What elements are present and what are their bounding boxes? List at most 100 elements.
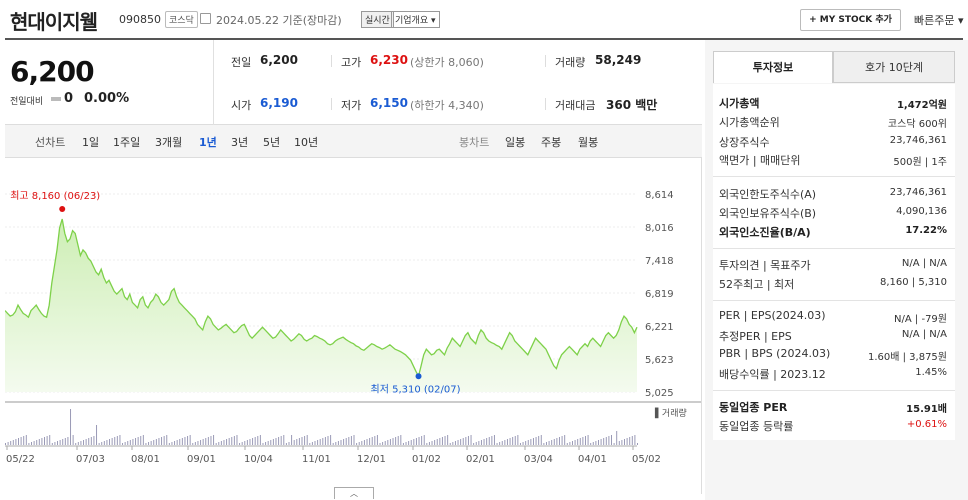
info-label: 투자의견 | 목표주가: [719, 259, 811, 272]
divider: [713, 248, 955, 249]
volume-bar: [358, 442, 360, 445]
info-value: 15.91배: [906, 404, 947, 415]
volume-bar: [127, 441, 129, 445]
volume-bar: [301, 437, 303, 445]
volume-bar: [382, 442, 384, 445]
volume-bar: [480, 440, 482, 445]
divider: [713, 390, 955, 391]
volume-bar: [72, 435, 74, 445]
info-value: +0.61%: [906, 419, 947, 430]
lower-limit: (하한가 4,340): [410, 99, 484, 112]
divider: [331, 55, 332, 67]
tab-investment-info[interactable]: 투자정보: [713, 51, 833, 83]
volume-bar: [119, 435, 121, 445]
volume-bar: [605, 437, 607, 445]
volume-bar: [70, 409, 72, 445]
volume-bar: [626, 438, 628, 445]
volume-bar: [574, 440, 576, 445]
volume-bar: [543, 443, 545, 445]
investment-info-box: [713, 84, 955, 440]
volume-bar: [621, 440, 623, 445]
volume-bar: [135, 438, 137, 445]
volume-bar: [90, 437, 92, 445]
volume-bar: [535, 437, 537, 445]
volume-bar: [246, 440, 248, 445]
chart-collapse-toggle[interactable]: ︿: [334, 487, 374, 499]
candle-monthly[interactable]: 월봉: [578, 136, 599, 149]
header-divider: [5, 38, 963, 40]
volume-bar: [25, 435, 27, 445]
high-value: 6,230: [370, 53, 408, 67]
volume-bar: [454, 441, 456, 445]
volume-bar: [270, 440, 272, 445]
volume-bar: [80, 441, 82, 445]
range-3m[interactable]: 3개월: [155, 136, 183, 149]
range-1w[interactable]: 1주일: [113, 136, 141, 149]
volume-bar: [145, 443, 147, 445]
info-value: 17.22%: [905, 225, 947, 236]
volume-bar: [101, 442, 103, 445]
volume-bar: [241, 442, 243, 445]
volume-bar: [538, 436, 540, 445]
mystock-add-button[interactable]: + MY STOCK 추가: [800, 9, 901, 31]
x-tick-label: 09/01: [187, 454, 216, 465]
volume-bar: [163, 436, 165, 445]
info-value: 4,090,136: [896, 206, 947, 217]
volume-bar: [319, 439, 321, 445]
volume-bar: [210, 436, 212, 445]
candle-weekly[interactable]: 주봉: [541, 136, 562, 149]
volume-bar: [88, 438, 90, 445]
upper-limit: (상한가 8,060): [410, 56, 484, 69]
volume-bar: [509, 438, 511, 445]
realtime-button[interactable]: 실시간: [361, 11, 394, 28]
volume-bar: [397, 436, 399, 445]
volume-bar: [587, 435, 589, 445]
volume-bar: [493, 435, 495, 445]
volume-bar: [441, 437, 443, 445]
volume-bar: [379, 443, 381, 445]
volume-bar: [530, 439, 532, 445]
volume-bar: [595, 441, 597, 445]
volume-bar: [158, 438, 160, 445]
volume-bar: [558, 437, 560, 445]
quick-order-button[interactable]: 빠른주문 ▾: [914, 12, 964, 28]
info-label: 외국인한도주식수(A): [719, 188, 817, 201]
volume-bar: [525, 441, 527, 445]
candle-daily[interactable]: 일봉: [505, 136, 526, 149]
range-1y[interactable]: 1년: [199, 136, 217, 149]
info-value: N/A | N/A: [901, 329, 947, 340]
divider: [545, 55, 546, 67]
range-3y[interactable]: 3년: [231, 136, 249, 149]
volume-bar: [202, 439, 204, 445]
range-5y[interactable]: 5년: [263, 136, 281, 149]
volume-bar: [317, 440, 319, 445]
x-tick-label: 01/02: [412, 454, 441, 465]
range-1d[interactable]: 1일: [82, 136, 100, 149]
volume-bar: [192, 443, 194, 445]
volume-bar: [540, 435, 542, 445]
volume-bar: [93, 436, 95, 445]
info-value: 1,472억원: [896, 100, 947, 111]
tab-quote-10[interactable]: 호가 10단계: [833, 51, 955, 83]
info-label: 외국인보유주식수(B): [719, 207, 817, 220]
volume-bar: [33, 441, 35, 445]
y-tick-label: 5,623: [645, 355, 674, 366]
volume-bar: [415, 438, 417, 445]
x-tick-label: 04/01: [578, 454, 607, 465]
volume-bar: [501, 441, 503, 445]
volume-bar: [548, 441, 550, 445]
divider: [545, 98, 546, 110]
volume-bar: [98, 443, 100, 445]
volume-bar: [465, 437, 467, 445]
volume-bar: [389, 439, 391, 445]
range-10y[interactable]: 10년: [294, 136, 319, 149]
prev-label: 전일: [231, 56, 252, 69]
volume-bar: [613, 443, 615, 445]
info-label: 시가총액순위: [719, 116, 780, 129]
volume-bar: [447, 435, 449, 445]
info-label: 외국인소진율(B/A): [719, 226, 811, 239]
info-label: 배당수익률 | 2023.12: [719, 368, 826, 381]
volume-bar: [400, 435, 402, 445]
company-info-dropdown[interactable]: 기업개요 ▾: [391, 11, 440, 28]
volume-bar: [49, 435, 51, 445]
